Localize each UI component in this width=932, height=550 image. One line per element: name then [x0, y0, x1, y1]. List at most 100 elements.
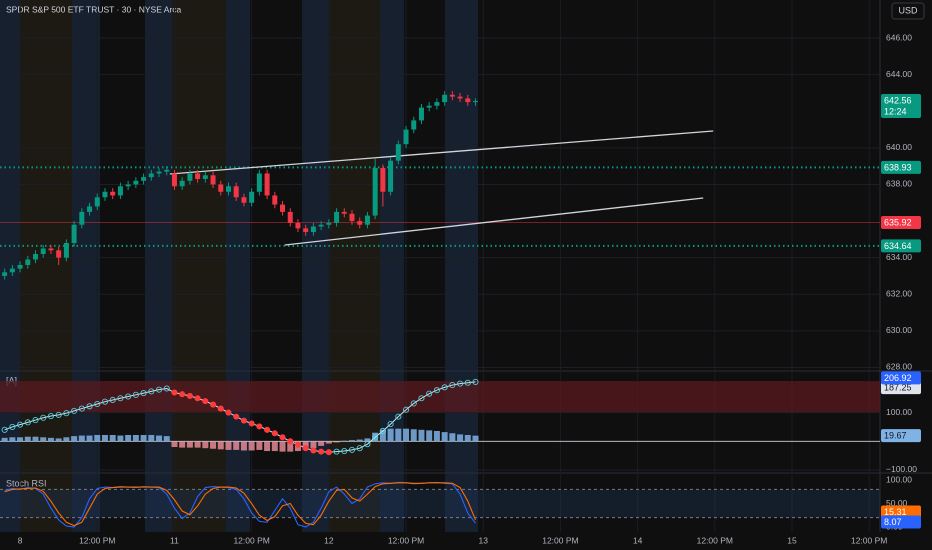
indicator-point [457, 380, 464, 387]
indicator-point [155, 386, 163, 393]
indicator-point [395, 413, 402, 420]
trend-line [284, 197, 704, 246]
x-tick-label: 12:00 PM [388, 535, 424, 545]
histogram-bar [186, 441, 193, 448]
indicator-point [17, 421, 24, 428]
indicator-point [55, 411, 62, 418]
y-tick-label: 646.00 [886, 32, 912, 42]
candle-body [357, 221, 363, 225]
candle-body [48, 248, 54, 251]
indicator-point [171, 389, 178, 396]
candle-body [411, 120, 417, 130]
indicator-point [387, 421, 394, 428]
candle-body [310, 226, 316, 233]
session-shading [0, 0, 478, 532]
indicator-point [379, 427, 386, 435]
line-label-bg [881, 371, 921, 385]
indicator-point [217, 405, 224, 412]
indicator-point [341, 448, 348, 455]
candle-body [434, 102, 440, 106]
histogram-bar [156, 435, 163, 442]
indicator-point [225, 409, 232, 416]
level-label-bg [881, 216, 921, 230]
last-price-bg [881, 94, 921, 119]
x-tick-label: 12:00 PM [542, 535, 578, 545]
candle-body [210, 175, 216, 185]
currency-label[interactable]: USD [898, 5, 918, 15]
indicator-point [410, 400, 417, 407]
candle-body [295, 222, 301, 229]
y-tick-label: 50.00 [886, 498, 908, 508]
histogram-bar [140, 434, 147, 442]
stoch-label-bg [881, 515, 921, 529]
line-label: 206.92 [884, 373, 912, 383]
histogram-bar [318, 441, 325, 446]
candle-body [33, 253, 39, 260]
candle-body [264, 173, 270, 196]
candle-body [449, 94, 455, 97]
candle-body [9, 268, 15, 273]
y-tick-label: 628.00 [886, 362, 912, 372]
histogram-bar [364, 438, 371, 442]
candle-body [179, 180, 185, 187]
countdown: 12:24 [884, 106, 907, 116]
candle-body [25, 259, 31, 265]
candle-body [156, 171, 162, 174]
histogram-label-bg [881, 429, 921, 443]
histogram-bar [63, 437, 70, 442]
indicator-point [240, 417, 247, 424]
indicator-point [441, 384, 448, 391]
indicator-point [117, 395, 124, 402]
indicator-point [32, 417, 39, 424]
histogram-bar [125, 434, 132, 442]
indicator-point [179, 391, 186, 398]
candle-body [442, 94, 448, 103]
candle-body [426, 105, 432, 108]
candle-body [418, 107, 424, 121]
indicator-point [210, 401, 217, 408]
indicator-title: [A] [6, 375, 17, 385]
indicator-point [310, 447, 317, 454]
indicator-point [233, 413, 240, 420]
chart-title: SPDR S&P 500 ETF TRUST · 30 · NYSE Arca [6, 4, 182, 14]
indicator-point [132, 391, 139, 398]
y-tick-label: 100.00 [886, 407, 912, 417]
histogram-bar [47, 437, 54, 442]
histogram-bar [279, 441, 286, 452]
indicator-point [449, 382, 456, 389]
candle-body [465, 98, 471, 103]
histogram-bar [395, 428, 402, 442]
indicator-point [287, 438, 294, 445]
candle-body [372, 167, 378, 216]
candle-body [334, 211, 340, 223]
indicator-point [140, 390, 147, 397]
indicator-point [372, 434, 379, 441]
indicator-point [86, 403, 93, 410]
histogram-bar [109, 434, 116, 442]
candle-body [388, 160, 394, 192]
indicator-point [194, 395, 201, 402]
candle-body [303, 228, 309, 233]
indicator-title: Stoch RSI [6, 478, 47, 488]
indicator-point [472, 378, 479, 385]
indicator-point [333, 448, 340, 455]
histogram-bar [264, 441, 271, 452]
indicator-point [464, 379, 471, 386]
currency-button[interactable] [891, 2, 925, 20]
candle-body [326, 222, 332, 225]
histogram-bar [217, 441, 224, 450]
indicator-point [9, 423, 16, 430]
histogram-bar [256, 441, 263, 450]
y-tick-label: 630.00 [886, 325, 912, 335]
x-tick-label: 12:00 PM [697, 535, 733, 545]
indicator-point [186, 392, 193, 400]
x-tick-label: 12:00 PM [79, 535, 115, 545]
candle-body [318, 224, 324, 227]
histogram-bar [472, 435, 479, 442]
histogram-bar [387, 428, 394, 442]
candle-body [233, 186, 239, 198]
histogram-bar [379, 429, 386, 442]
candle-body [272, 195, 278, 205]
candle-body [171, 173, 177, 187]
stoch-label: 8.07 [884, 517, 902, 527]
